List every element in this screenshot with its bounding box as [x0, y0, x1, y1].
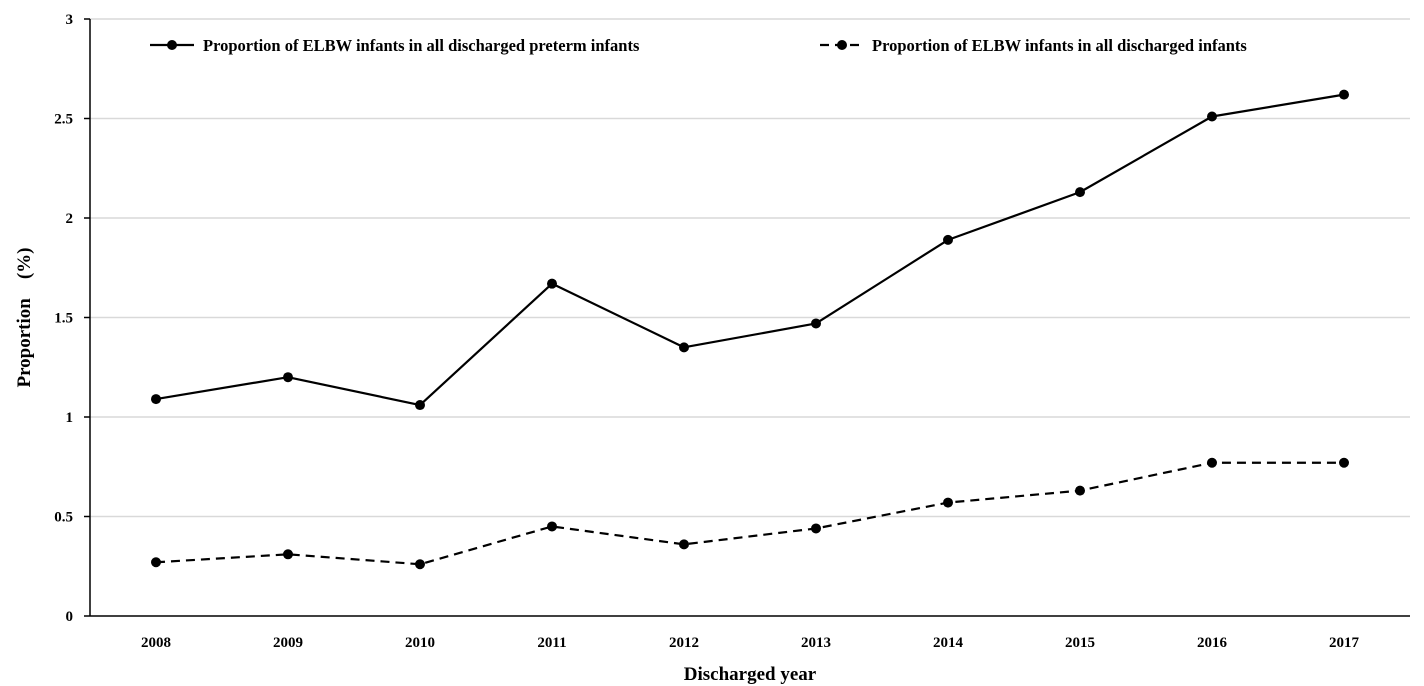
legend-item-2: Proportion of ELBW infants in all discha… [820, 36, 1247, 55]
data-point [547, 521, 557, 532]
y-tick-label: 2.5 [54, 112, 73, 128]
series-2 [151, 457, 1349, 570]
x-tick-label: 2017 [1329, 635, 1360, 651]
legend-item-1: Proportion of ELBW infants in all discha… [150, 36, 640, 55]
y-tick-label: 1.5 [54, 311, 73, 327]
data-point [811, 318, 821, 329]
legend-label: Proportion of ELBW infants in all discha… [203, 36, 640, 55]
series-layer [151, 89, 1349, 570]
axes [84, 18, 1410, 617]
data-point [943, 234, 953, 245]
y-tick-label: 3 [66, 12, 74, 28]
y-tick-label: 0.5 [54, 510, 73, 526]
legend: Proportion of ELBW infants in all discha… [150, 36, 1247, 55]
x-tick-label: 2012 [669, 635, 699, 651]
data-point [679, 342, 689, 353]
series-line [155, 461, 1344, 566]
series-line [155, 93, 1345, 407]
x-tick-label: 2014 [933, 635, 964, 651]
data-point [415, 400, 425, 411]
data-point [415, 559, 425, 570]
data-point [1339, 457, 1349, 468]
x-tick-label: 2010 [405, 635, 435, 651]
legend-swatch-marker [837, 40, 847, 50]
x-tick-label: 2016 [1197, 635, 1228, 651]
series-1 [151, 89, 1349, 411]
legend-label: Proportion of ELBW infants in all discha… [872, 36, 1247, 55]
y-tick-label: 2 [66, 211, 74, 227]
data-point [1075, 187, 1085, 198]
x-tick-label: 2013 [801, 635, 831, 651]
data-point [811, 523, 821, 534]
data-point [151, 394, 161, 405]
y-tick-label: 0 [66, 609, 74, 625]
data-point [943, 497, 953, 508]
data-point [1207, 111, 1217, 122]
data-point [283, 549, 293, 560]
x-tick-label: 2015 [1065, 635, 1095, 651]
x-tick-label: 2009 [273, 635, 303, 651]
data-point [1207, 457, 1217, 468]
y-tick-labels: 0 0.5 1 1.5 2 2.5 3 [54, 12, 73, 625]
x-axis-title: Discharged year [684, 664, 817, 685]
y-axis-title: Proportion (%) [14, 247, 35, 387]
gridlines [90, 18, 1410, 518]
x-tick-label: 2008 [141, 635, 171, 651]
data-point [151, 557, 161, 568]
data-point [679, 539, 689, 550]
data-point [1339, 89, 1349, 100]
x-tick-labels: 2008 2009 2010 2011 2012 2013 2014 2015 2016 2017 [141, 635, 1360, 651]
y-tick-label: 1 [66, 410, 74, 426]
legend-swatch-marker [167, 40, 177, 50]
data-point [1075, 485, 1085, 496]
x-tick-label: 2011 [537, 635, 566, 651]
data-point [283, 372, 293, 383]
data-point [547, 278, 557, 289]
